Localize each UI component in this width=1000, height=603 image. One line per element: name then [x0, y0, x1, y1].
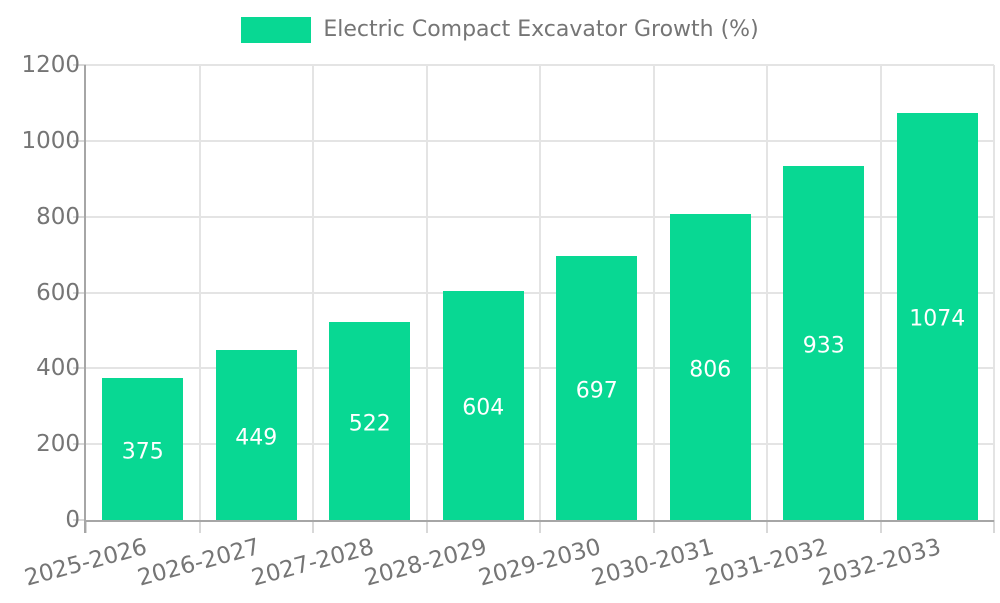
bar-value-label: 1074	[909, 306, 966, 332]
x-gridline	[993, 65, 995, 520]
bar[interactable]	[556, 255, 638, 520]
bar-value-label: 604	[462, 395, 505, 421]
y-tick-mark	[73, 139, 86, 142]
y-tick-label: 200	[36, 431, 80, 458]
y-axis-line	[84, 65, 86, 533]
y-tick-mark	[73, 64, 86, 66]
y-tick-mark	[73, 443, 86, 446]
x-gridline	[312, 65, 314, 520]
x-gridline	[652, 65, 655, 520]
x-tick-mark	[312, 520, 314, 533]
bar[interactable]	[669, 214, 751, 520]
x-tick-mark	[993, 520, 995, 533]
y-tick-label: 400	[36, 355, 80, 382]
x-tick-mark	[879, 520, 882, 533]
y-tick-mark	[73, 291, 86, 294]
bar[interactable]	[102, 377, 184, 520]
x-gridline	[198, 65, 201, 520]
bar[interactable]	[783, 166, 865, 520]
y-tick-label: 600	[36, 279, 80, 306]
legend-swatch	[241, 17, 312, 43]
chart-legend: Electric Compact Excavator Growth (%)	[0, 17, 1000, 43]
bar-value-label: 522	[348, 411, 391, 437]
y-tick-mark	[73, 215, 86, 218]
bar[interactable]	[215, 349, 297, 520]
x-tick-mark	[85, 520, 87, 533]
legend-label: Electric Compact Excavator Growth (%)	[323, 17, 759, 42]
bar-value-label: 933	[802, 333, 845, 359]
y-tick-label: 800	[36, 203, 80, 230]
bar[interactable]	[329, 322, 411, 520]
x-tick-mark	[539, 520, 541, 533]
bar-value-label: 697	[575, 378, 618, 404]
bar[interactable]	[896, 112, 978, 520]
x-tick-mark	[198, 520, 201, 533]
x-gridline	[879, 65, 882, 520]
bar-value-label: 449	[235, 425, 278, 451]
x-gridline	[539, 65, 541, 520]
y-tick-mark	[73, 367, 86, 370]
x-tick-mark	[766, 520, 768, 533]
x-axis-line	[84, 520, 994, 522]
bar-value-label: 375	[121, 439, 164, 465]
bar-value-label: 806	[689, 357, 732, 383]
bar[interactable]	[442, 290, 524, 520]
x-tick-mark	[425, 520, 428, 533]
legend-item[interactable]: Electric Compact Excavator Growth (%)	[241, 17, 759, 43]
y-tick-label: 1000	[21, 127, 80, 154]
y-tick-label: 1200	[21, 52, 80, 78]
x-gridline	[766, 65, 768, 520]
y-tick-label: 0	[65, 507, 80, 533]
y-tick-mark	[73, 519, 86, 521]
x-gridline	[425, 65, 428, 520]
x-tick-mark	[652, 520, 655, 533]
